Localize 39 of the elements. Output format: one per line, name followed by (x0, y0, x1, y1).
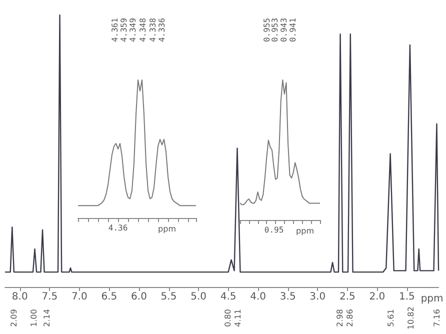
x-tick-label: 4.5 (220, 292, 236, 302)
x-axis-title: ppm (420, 294, 444, 304)
annotation: 4.336 (158, 18, 166, 42)
annotation: 4.348 (138, 18, 148, 42)
x-axis-title: ppm (296, 226, 314, 236)
x-tick-label: 1.5 (399, 292, 415, 302)
x-tick-label: 3.0 (310, 292, 326, 302)
annotation: 0.955 (262, 18, 272, 42)
text: 1.00 (30, 309, 38, 327)
x-tick-label: 2.0 (369, 292, 386, 302)
text: 4.11 (234, 309, 242, 327)
annotation: 4.349 (128, 18, 138, 42)
x-axis-title: ppm (158, 224, 176, 234)
annotation: 4.36 (108, 224, 128, 232)
x-tick-label: 6.0 (131, 292, 147, 302)
annotation: 0.95 (264, 226, 284, 234)
x-tick-label: 7.5 (42, 292, 58, 302)
annotation: 0.943 (280, 18, 288, 42)
x-tick-label: 8.0 (12, 292, 28, 302)
x-tick-label: 5.5 (160, 292, 177, 302)
text: 10.82 (406, 306, 416, 330)
annotation: 0.941 (288, 18, 298, 42)
text: 5.61 (386, 309, 396, 327)
annotation: 4.338 (148, 18, 158, 42)
x-tick-label: 5.0 (190, 292, 206, 302)
text: 2.86 (346, 309, 354, 327)
annotation: 4.361 (110, 18, 120, 42)
text: 0.80 (224, 309, 232, 327)
text: 2.09 (10, 309, 18, 327)
annotation: 4.359 (120, 18, 128, 42)
x-tick-label: 2.5 (339, 292, 356, 302)
x-tick-label: 4.0 (250, 292, 266, 302)
text: 2.14 (42, 309, 52, 327)
text: 2.98 (336, 309, 344, 327)
x-tick-label: 6.5 (101, 292, 118, 302)
annotation: 0.953 (270, 18, 280, 42)
x-tick-label: 7.0 (71, 292, 88, 302)
x-tick-label: 3.5 (280, 292, 296, 302)
text: 7.16 (432, 309, 442, 327)
